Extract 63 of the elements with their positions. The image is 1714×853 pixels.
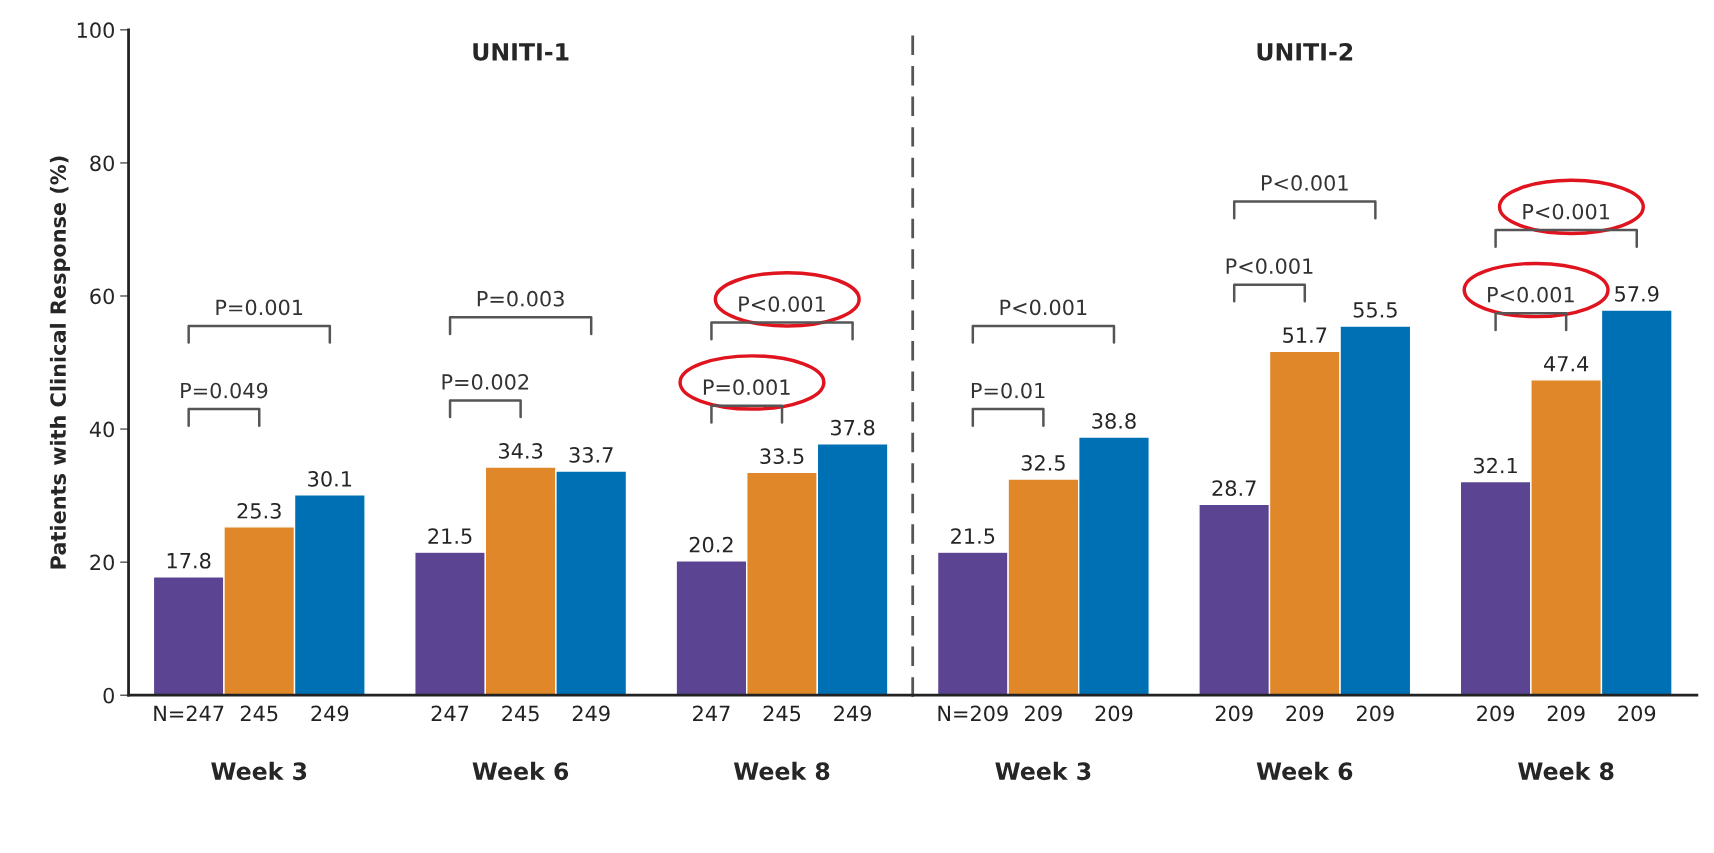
annotation: P<0.001 <box>1523 203 1610 220</box>
data-label: 37.8 <box>830 419 875 436</box>
data-label: 51.7 <box>1283 327 1327 344</box>
annotation: P=0.01 <box>971 382 1045 399</box>
data-label: 33.5 <box>760 448 804 465</box>
x-tick-label: Week 3 <box>995 761 1091 781</box>
data-label: 30.1 <box>308 470 352 487</box>
data-label: 32.5 <box>1021 455 1065 471</box>
y-axis-title: Patients with Clinical Response (%) <box>49 156 71 569</box>
x-tick-label: Week 8 <box>1518 761 1614 781</box>
data-label: 25.3 <box>237 502 281 519</box>
annotation: P<0.001 <box>1488 286 1574 303</box>
annotation: P=0.002 <box>442 374 529 390</box>
text: 209 <box>1477 705 1515 722</box>
annotation: P<0.001 <box>1226 258 1313 274</box>
data-label: 21.5 <box>951 528 995 544</box>
text: 209 <box>1025 705 1062 722</box>
text: 209 <box>1547 705 1585 722</box>
annotation: P=0.001 <box>703 379 790 396</box>
annotation: P<0.001 <box>1262 175 1348 191</box>
text: N=209 <box>938 705 1008 722</box>
data-label: 57.9 <box>1615 286 1659 302</box>
annotation: P<0.001 <box>1000 299 1087 316</box>
x-tick-label: Week 8 <box>733 761 830 781</box>
annotation: P<0.001 <box>739 296 825 312</box>
x-tick-label: Week 6 <box>472 761 569 781</box>
y-tick-label: 20 <box>90 554 114 571</box>
y-tick-label: 40 <box>89 421 114 438</box>
chart-title: UNITI-1 <box>473 43 569 61</box>
data-label: 32.1 <box>1473 457 1517 474</box>
text: 245 <box>240 705 278 722</box>
data-label: 20.2 <box>689 536 733 553</box>
data-label: 55.5 <box>1353 302 1397 318</box>
text: 245 <box>763 705 801 722</box>
text: 249 <box>834 705 871 722</box>
text: 249 <box>311 705 349 722</box>
data-label: 33.7 <box>569 447 613 463</box>
y-tick-label: 60 <box>90 288 114 305</box>
text: 209 <box>1357 705 1394 722</box>
data-label: 38.8 <box>1092 413 1136 429</box>
chart-title: UNITI-2 <box>1257 42 1353 61</box>
y-tick-label: 0 <box>103 687 114 704</box>
text: N=247 <box>154 705 224 722</box>
text: 247 <box>431 705 469 722</box>
data-label: 47.4 <box>1543 356 1589 372</box>
annotation: P=0.049 <box>181 382 268 399</box>
annotation: P=0.003 <box>477 290 564 307</box>
data-label: 21.5 <box>428 528 472 544</box>
text: 247 <box>693 705 730 722</box>
text: 209 <box>1286 705 1324 722</box>
text: 245 <box>502 705 539 722</box>
text: 209 <box>1618 705 1656 722</box>
x-tick-label: Week 3 <box>211 761 307 781</box>
text: 249 <box>572 705 610 722</box>
data-label: 34.3 <box>499 443 543 459</box>
y-tick-label: 100 <box>77 22 114 39</box>
annotation: P=0.001 <box>216 299 303 316</box>
text: 209 <box>1215 705 1253 722</box>
text: 209 <box>1095 705 1133 722</box>
x-tick-label: Week 6 <box>1256 761 1353 781</box>
y-tick-label: 80 <box>90 155 114 172</box>
data-label: 28.7 <box>1212 480 1256 497</box>
data-label: 17.8 <box>167 552 211 569</box>
